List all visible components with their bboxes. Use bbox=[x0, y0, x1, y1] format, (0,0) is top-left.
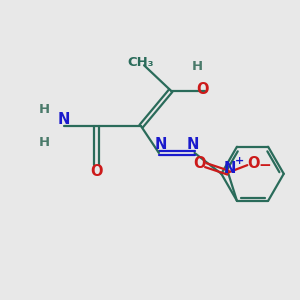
Text: N: N bbox=[187, 137, 199, 152]
Text: H: H bbox=[39, 103, 50, 116]
Text: H: H bbox=[39, 136, 50, 149]
Text: N: N bbox=[154, 137, 167, 152]
Text: −: − bbox=[258, 158, 271, 173]
Text: O: O bbox=[90, 164, 103, 179]
Text: O: O bbox=[196, 82, 208, 97]
Text: O: O bbox=[248, 156, 260, 171]
Text: N: N bbox=[223, 160, 236, 175]
Text: O: O bbox=[193, 156, 206, 171]
Text: CH₃: CH₃ bbox=[128, 56, 154, 69]
Text: +: + bbox=[235, 156, 244, 166]
Text: N: N bbox=[58, 112, 70, 127]
Text: H: H bbox=[192, 60, 203, 73]
